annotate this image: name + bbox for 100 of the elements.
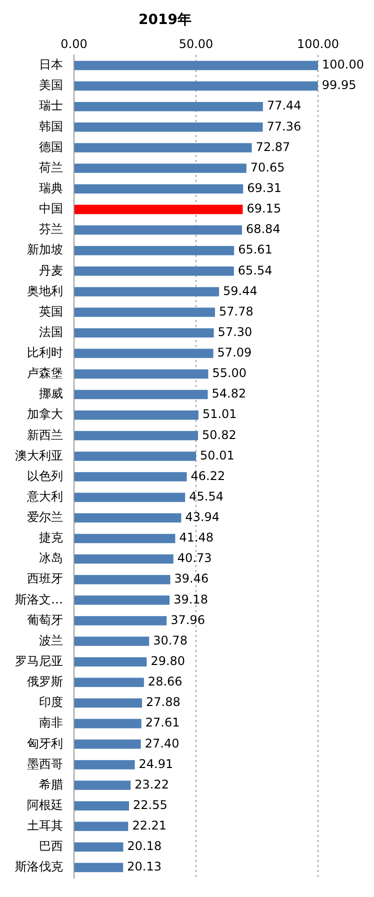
bar [74,143,252,152]
bar [74,308,215,317]
y-tick-label: 冰岛 [39,551,63,566]
bar [74,122,263,132]
data-label: 69.15 [246,202,282,216]
data-label: 39.46 [174,572,209,586]
bar [74,246,234,256]
bar [74,554,174,564]
data-label: 69.31 [247,180,282,195]
data-label: 65.54 [238,263,272,278]
bar [74,534,176,544]
y-tick-label: 瑞典 [39,180,63,195]
data-label: 28.66 [148,674,182,689]
data-label: 57.30 [218,324,252,339]
y-tick-label: 希腊 [39,777,63,792]
y-tick-label: 加拿大 [27,407,63,422]
bar [74,862,124,872]
bar [74,842,124,852]
y-tick-label: 南非 [39,716,63,730]
y-tick-label: 意大利 [26,489,63,504]
y-tick-label: 西班牙 [27,572,63,586]
bar [74,574,170,584]
data-label: 41.48 [179,530,214,545]
data-label: 22.21 [132,818,167,833]
data-label: 20.18 [127,839,162,854]
bar [74,225,242,235]
y-tick-label: 匈牙利 [27,736,63,750]
data-label: 99.95 [322,78,356,92]
y-tick-label: 挪威 [39,386,63,401]
y-tick-label: 美国 [39,78,63,92]
bar [74,184,244,194]
data-label: 77.44 [266,98,302,113]
bar [74,452,196,461]
y-tick-label: 斯洛文… [15,592,63,606]
data-label: 70.65 [250,160,285,174]
bar [74,287,220,296]
y-tick-label: 奥地利 [27,284,63,298]
data-label: 65.61 [238,242,272,257]
data-label: 29.80 [150,654,186,668]
data-label: 50.01 [200,448,234,462]
bar [74,760,135,770]
y-tick-label: 韩国 [39,119,63,134]
data-label: 57.09 [217,346,252,360]
y-tick-label: 芬兰 [39,222,63,236]
bar [74,616,167,626]
data-label: 72.87 [256,140,290,154]
y-tick-label: 斯洛伐克 [15,860,63,874]
data-label: 100.00 [322,58,364,72]
y-tick-label: 法国 [39,324,63,339]
y-tick-label: 墨西哥 [27,756,63,771]
y-tick-label: 新西兰 [27,428,63,442]
y-tick-label: 罗马尼亚 [15,654,63,668]
bar [74,102,263,112]
y-tick-label: 葡萄牙 [27,612,63,627]
data-label: 77.36 [266,119,302,134]
y-tick-label: 爱尔兰 [27,510,63,524]
bar [74,410,198,420]
data-label: 37.96 [170,612,205,627]
chart-title: 2019年 [138,12,192,28]
bar [74,60,318,70]
data-label: 27.88 [146,695,180,710]
y-tick-label: 俄罗斯 [27,674,63,689]
bar [74,431,198,440]
y-tick-label: 德国 [39,140,63,154]
bar [74,718,142,728]
data-label: 68.84 [246,222,280,236]
y-tick-label: 捷克 [39,530,63,545]
bar [74,657,147,666]
y-tick-label: 中国 [39,202,63,216]
data-label: 27.61 [145,716,180,730]
data-label: 40.73 [177,551,212,566]
y-tick-label: 荷兰 [39,160,63,174]
y-tick-label: 新加坡 [27,242,63,257]
bar [74,636,150,646]
y-tick-label: 日本 [39,58,63,72]
bar [74,596,170,605]
bar [74,513,182,523]
y-tick-label: 波兰 [39,633,63,648]
y-tick-label: 卢森堡 [27,366,63,380]
data-label: 55.00 [212,366,247,380]
bar [74,266,234,276]
bar [74,740,141,749]
bar [74,678,144,688]
data-label: 20.13 [127,860,162,874]
data-label: 46.22 [190,468,226,483]
bar [74,822,128,832]
bar [74,164,246,173]
data-label: 54.82 [212,386,246,401]
data-label: 50.82 [202,428,236,442]
bar [74,348,214,358]
data-label: 45.54 [189,489,224,504]
data-label: 51.01 [202,407,237,422]
bar [74,801,130,810]
bar [74,81,318,91]
y-tick-label: 澳大利亚 [15,448,63,462]
bar [74,390,208,400]
y-tick-label: 土耳其 [27,818,63,833]
y-tick-label: 以色列 [27,468,63,483]
data-label: 30.78 [153,633,188,648]
bar [74,492,186,502]
